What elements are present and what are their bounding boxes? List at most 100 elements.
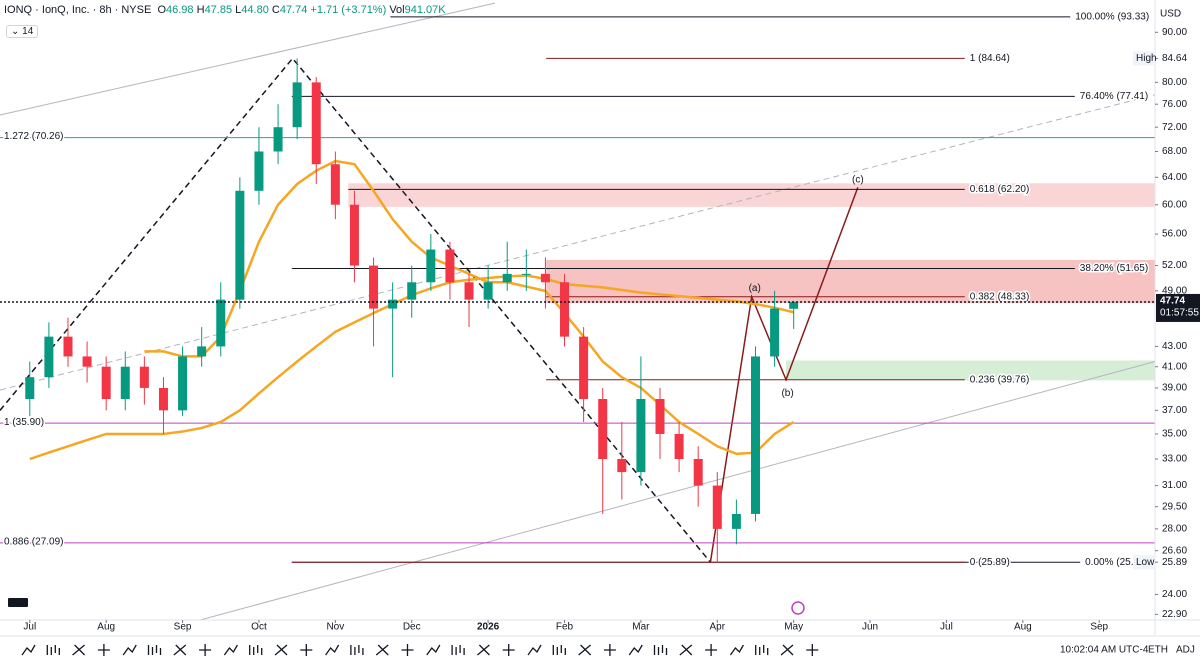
- tool-glyph: [375, 644, 389, 656]
- tool-glyph: [603, 644, 616, 656]
- candle-body: [254, 151, 264, 191]
- tool-icon[interactable]: [46, 645, 60, 655]
- ohlc-value: 47.85: [204, 4, 233, 16]
- tool-icon[interactable]: [679, 644, 693, 656]
- tool-icon[interactable]: [451, 645, 465, 655]
- y-tick-label: 29.50: [1162, 501, 1187, 512]
- candle-body: [120, 366, 130, 399]
- tool-glyph: [401, 644, 414, 656]
- tool-icon[interactable]: [350, 645, 364, 655]
- candle-body: [712, 485, 722, 529]
- tool-icon[interactable]: [249, 645, 263, 655]
- x-tick-label: Aug: [97, 622, 115, 633]
- trend-line: [709, 187, 859, 563]
- tool-icon[interactable]: [552, 645, 566, 655]
- zone: [546, 259, 1155, 304]
- tool-icon[interactable]: [173, 644, 187, 656]
- candle-body: [292, 82, 302, 128]
- tool-icon[interactable]: [476, 644, 490, 656]
- candle-body: [25, 377, 35, 399]
- tool-icon[interactable]: [97, 644, 110, 656]
- wave-label: (a): [749, 283, 761, 294]
- tool-icon[interactable]: [705, 644, 718, 656]
- y-tick-label: 24.00: [1162, 589, 1187, 600]
- price-box: [1156, 293, 1200, 322]
- trend-line: [0, 94, 1156, 391]
- tool-icon[interactable]: [401, 644, 414, 656]
- candle-body: [139, 366, 149, 388]
- tool-icon[interactable]: [729, 644, 744, 656]
- tool-glyph: [147, 645, 162, 655]
- y-tick-label: 35.00: [1162, 429, 1187, 440]
- candle-body: [349, 204, 359, 266]
- indicator-badge[interactable]: ⌄ 14: [6, 25, 39, 38]
- badge-count: 14: [22, 26, 34, 37]
- tool-icon[interactable]: [274, 644, 288, 656]
- event-icon: [791, 601, 805, 615]
- tool-icon[interactable]: [780, 644, 794, 656]
- trend-line: [0, 2, 496, 116]
- x-tick-label: Jul: [940, 622, 953, 633]
- y-tick-label: 28.00: [1162, 524, 1187, 535]
- tool-icon[interactable]: [199, 644, 212, 656]
- tool-glyph: [502, 644, 515, 656]
- tool-glyph: [173, 644, 187, 656]
- legend-header: IONQ · IonQ, Inc. · 8h · NYSE O46.98 H47…: [4, 4, 446, 16]
- tool-icon[interactable]: [755, 645, 769, 655]
- candle-body: [579, 336, 589, 399]
- tool-icon[interactable]: [603, 644, 616, 656]
- tool-glyph: [325, 644, 340, 656]
- x-tick-label: Apr: [710, 622, 726, 633]
- candle-body: [540, 273, 550, 283]
- tool-icon[interactable]: [806, 644, 819, 656]
- zone: [348, 183, 1155, 207]
- tool-icon[interactable]: [375, 644, 389, 656]
- tool-glyph: [249, 645, 263, 655]
- tool-glyph: [729, 644, 744, 656]
- tool-icon[interactable]: [223, 644, 238, 656]
- y-tick-label: 64.00: [1162, 172, 1187, 183]
- extreme-tag: Low: [1136, 557, 1155, 568]
- y-tick-label: 49.00: [1162, 286, 1187, 297]
- tool-icon[interactable]: [300, 644, 313, 656]
- candle-body: [464, 282, 474, 300]
- tool-glyph: [122, 644, 137, 656]
- tool-icon[interactable]: [653, 645, 668, 655]
- wave-label: (b): [781, 388, 793, 399]
- tool-glyph: [223, 644, 238, 656]
- candle-body: [273, 127, 283, 152]
- tool-icon[interactable]: [628, 644, 643, 656]
- ohlc-value: 44.80: [241, 4, 269, 16]
- tool-icon[interactable]: [72, 644, 86, 656]
- y-tick-label: 68.00: [1162, 146, 1187, 157]
- tool-icon[interactable]: [527, 644, 542, 656]
- fib-label: 0.00% (25.: [1085, 557, 1133, 568]
- y-tick-label: 80.00: [1162, 77, 1187, 88]
- tool-icon[interactable]: [122, 644, 137, 656]
- tool-glyph: [97, 644, 110, 656]
- y-tick-label: 60.00: [1162, 199, 1187, 210]
- extreme-tag: High: [1136, 53, 1157, 64]
- candle-body: [407, 282, 417, 300]
- candle-body: [197, 346, 207, 357]
- tool-icon[interactable]: [426, 644, 441, 656]
- y-tick-label: 90.00: [1162, 27, 1187, 38]
- tool-glyph: [780, 644, 794, 656]
- tool-icon[interactable]: [147, 645, 162, 655]
- tool-glyph: [628, 644, 643, 656]
- y-tick-label: 52.00: [1162, 260, 1187, 271]
- fib-label: 0.618 (62.20): [970, 184, 1030, 195]
- tool-icon[interactable]: [578, 644, 592, 656]
- candle-body: [655, 398, 665, 434]
- tool-icon[interactable]: [325, 644, 340, 656]
- tool-icon[interactable]: [502, 644, 515, 656]
- tool-glyph: [46, 645, 60, 655]
- x-tick-label: Jul: [23, 622, 36, 633]
- ohlc-key: L: [235, 4, 242, 16]
- candle-body: [311, 82, 321, 165]
- candle-body: [731, 513, 741, 529]
- candle-body: [445, 249, 455, 283]
- candle-body: [560, 282, 570, 337]
- candle-body: [483, 282, 493, 300]
- tool-icon[interactable]: [21, 644, 36, 656]
